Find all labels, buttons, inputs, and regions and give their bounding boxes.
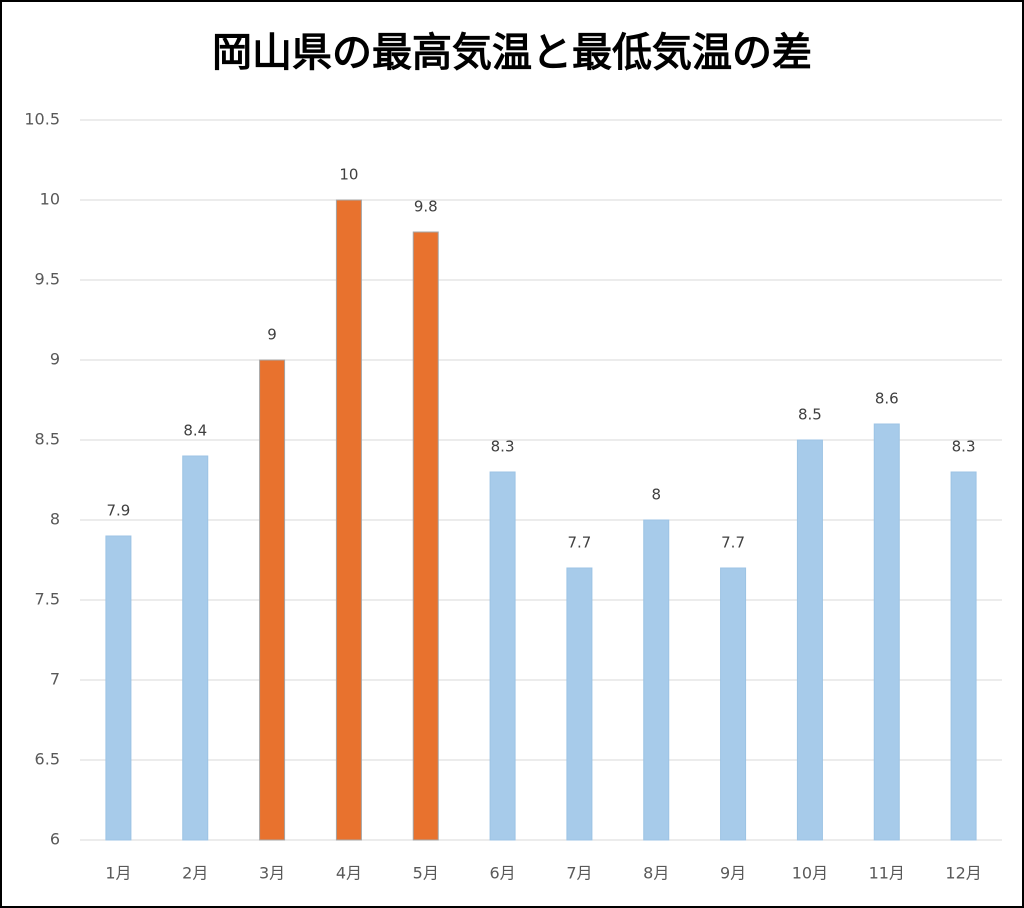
y-tick-label: 7.5 bbox=[35, 590, 60, 609]
bar bbox=[335, 199, 362, 841]
bar bbox=[182, 455, 209, 841]
value-label: 8 bbox=[651, 486, 661, 504]
x-tick-label: 7月 bbox=[566, 864, 592, 883]
x-tick-label: 6月 bbox=[489, 864, 515, 883]
bar bbox=[259, 359, 286, 841]
bar bbox=[720, 567, 747, 841]
x-tick-label: 9月 bbox=[720, 864, 746, 883]
bar bbox=[950, 471, 977, 841]
bar bbox=[643, 519, 670, 841]
value-label: 9.8 bbox=[414, 198, 438, 216]
bar bbox=[489, 471, 516, 841]
x-tick-label: 1月 bbox=[105, 864, 131, 883]
x-tick-label: 10月 bbox=[792, 864, 828, 883]
bar bbox=[105, 535, 132, 841]
x-tick-label: 11月 bbox=[869, 864, 905, 883]
value-label: 8.3 bbox=[491, 438, 515, 456]
value-label: 10 bbox=[339, 166, 358, 184]
value-label: 7.7 bbox=[567, 534, 591, 552]
value-label: 8.6 bbox=[875, 390, 899, 408]
value-label: 7.9 bbox=[106, 502, 130, 520]
x-tick-label: 5月 bbox=[413, 864, 439, 883]
chart-title: 岡山県の最高気温と最低気温の差 bbox=[212, 30, 812, 76]
bar bbox=[873, 423, 900, 841]
bar bbox=[796, 439, 823, 841]
y-tick-label: 10.5 bbox=[24, 110, 60, 129]
y-tick-label: 9.5 bbox=[35, 270, 60, 289]
y-tick-label: 6.5 bbox=[35, 750, 60, 769]
x-tick-label: 12月 bbox=[945, 864, 981, 883]
bar bbox=[566, 567, 593, 841]
y-tick-label: 10 bbox=[40, 190, 60, 209]
x-tick-label: 2月 bbox=[182, 864, 208, 883]
value-label: 7.7 bbox=[721, 534, 745, 552]
value-label: 9 bbox=[267, 326, 277, 344]
y-tick-label: 6 bbox=[50, 830, 60, 849]
y-tick-label: 8 bbox=[50, 510, 60, 529]
x-tick-label: 3月 bbox=[259, 864, 285, 883]
y-tick-label: 9 bbox=[50, 350, 60, 369]
bar bbox=[412, 231, 439, 841]
x-tick-label: 4月 bbox=[336, 864, 362, 883]
value-label: 8.4 bbox=[183, 422, 207, 440]
value-label: 8.5 bbox=[798, 406, 822, 424]
y-tick-label: 7 bbox=[50, 670, 60, 689]
x-tick-label: 8月 bbox=[643, 864, 669, 883]
y-tick-label: 8.5 bbox=[35, 430, 60, 449]
value-label: 8.3 bbox=[952, 438, 976, 456]
